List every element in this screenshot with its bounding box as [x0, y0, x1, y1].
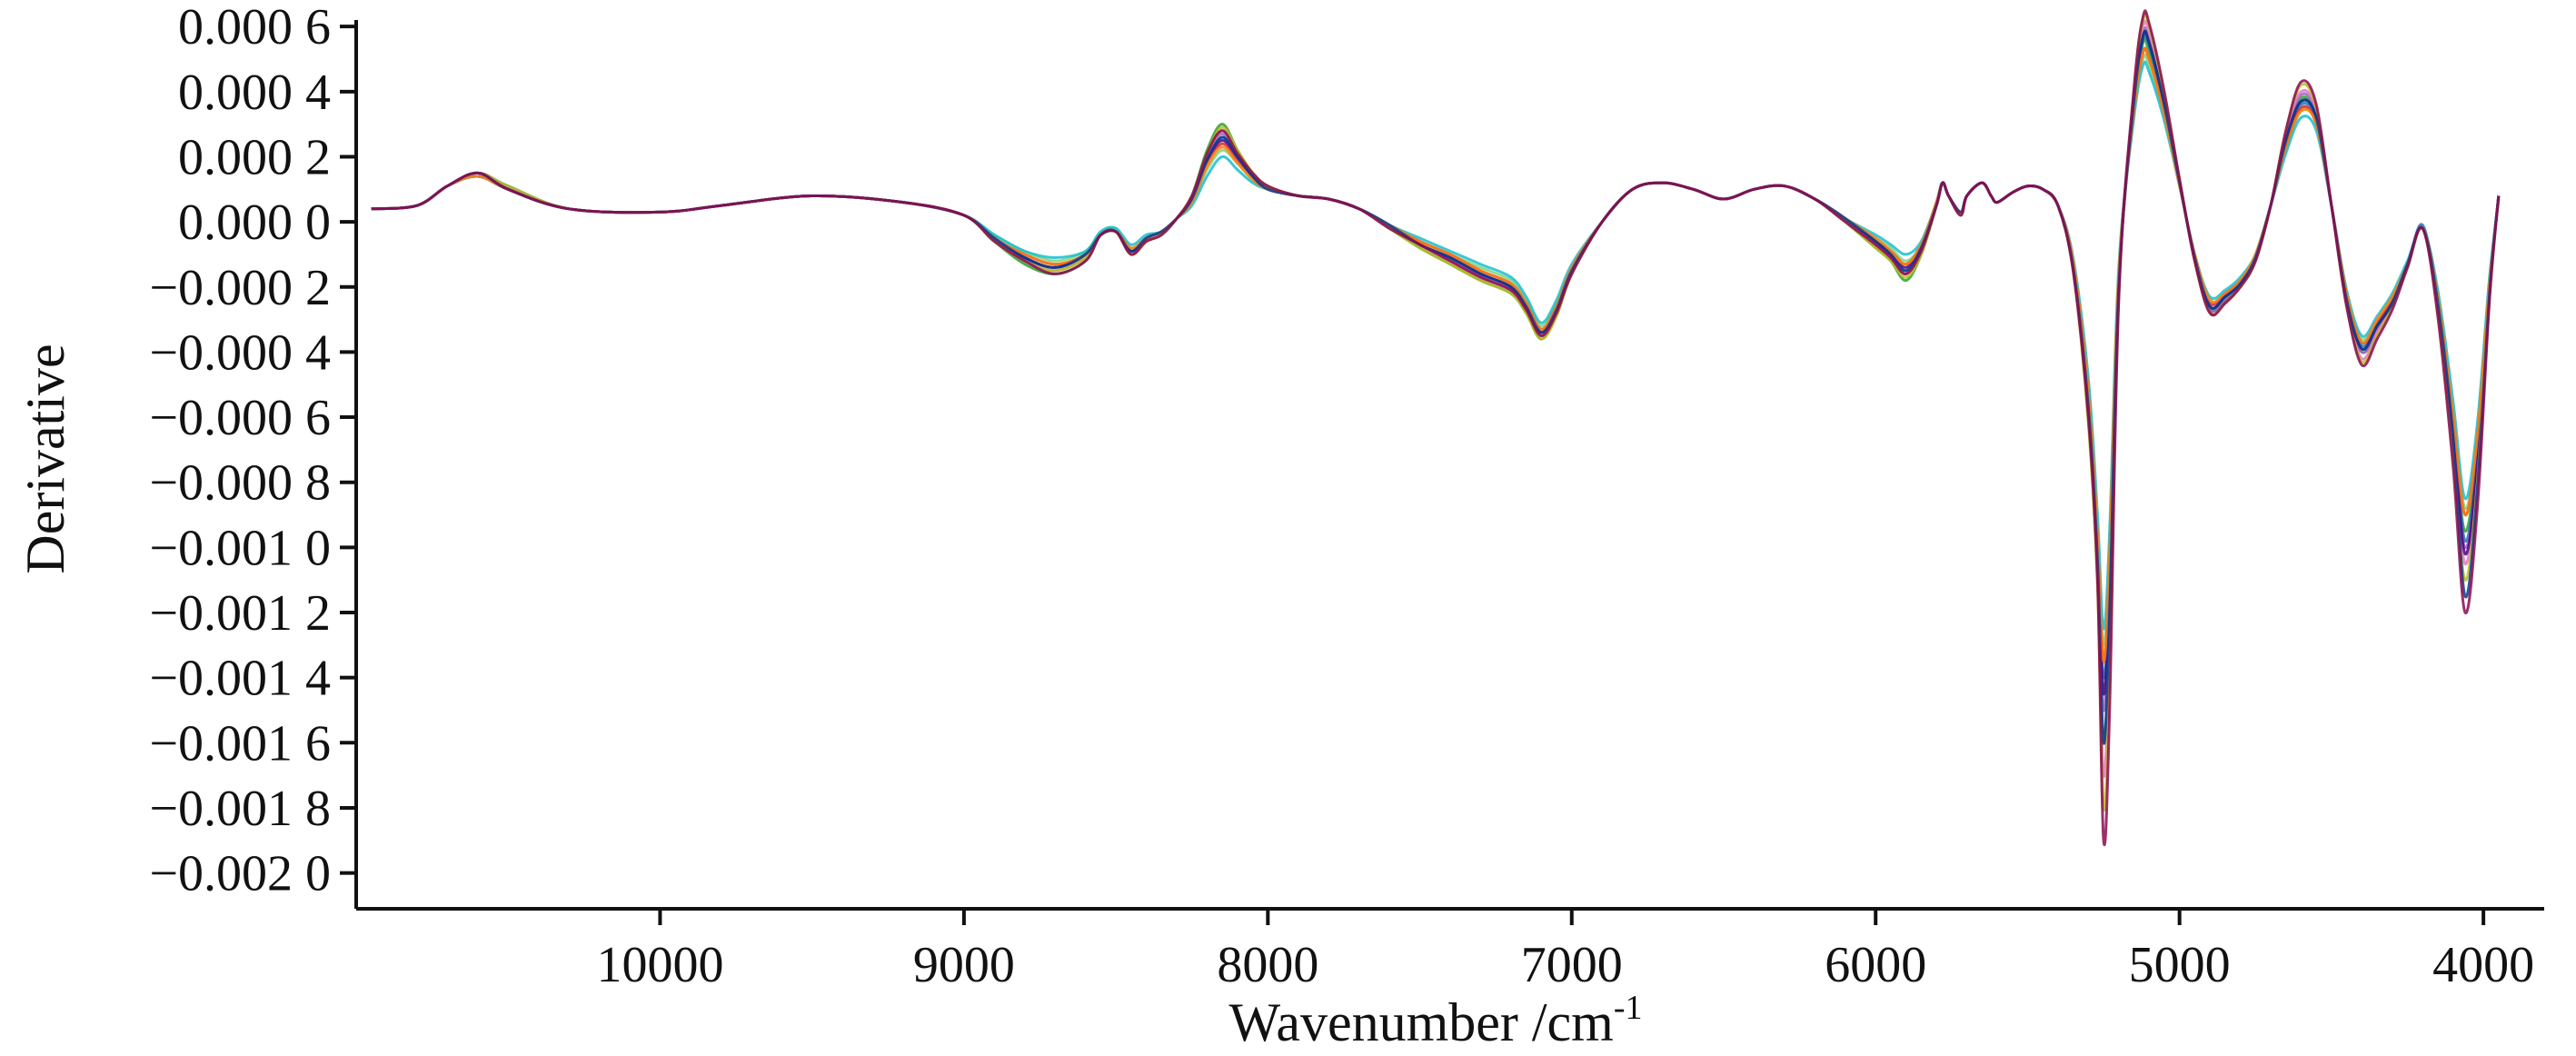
y-tick-label: −0.000 6: [149, 390, 331, 446]
spectrum-series-line: [371, 29, 2501, 696]
spectrum-series-line: [371, 53, 2501, 647]
x-tick-label: 7000: [1521, 937, 1623, 993]
spectrum-series-line: [371, 29, 2501, 745]
y-tick-label: 0.000 4: [178, 65, 331, 121]
spectrum-series-line: [371, 46, 2501, 663]
x-tick-label: 6000: [1825, 937, 1926, 993]
y-axis-label: Derivative: [15, 344, 75, 573]
x-axis-label-text: Wavenumber /cm: [1229, 992, 1614, 1051]
spectrum-series-line: [371, 46, 2501, 663]
spectrum-series-line: [371, 37, 2501, 744]
spectrum-series-line: [371, 19, 2501, 778]
spectrum-series-line: [371, 60, 2501, 631]
y-tick-label: 0.000 0: [178, 194, 331, 251]
y-tick-label: −0.000 4: [149, 324, 331, 381]
x-tick-label: 4000: [2432, 937, 2534, 993]
y-tick-label: −0.002 0: [149, 846, 331, 902]
y-tick-label: −0.001 4: [149, 651, 331, 707]
x-tick-label: 10000: [596, 937, 723, 993]
y-tick-label: −0.001 2: [149, 585, 331, 642]
spectrum-series-line: [371, 33, 2501, 680]
spectrum-series-line: [371, 9, 2501, 847]
y-tick-label: −0.000 8: [149, 455, 331, 512]
series-layer: [371, 9, 2501, 847]
x-axis-label: Wavenumber /cm-1: [1229, 989, 1643, 1051]
y-tick-label: 0.000 2: [178, 129, 331, 185]
x-tick-label: 5000: [2129, 937, 2231, 993]
x-tick-label: 9000: [913, 937, 1015, 993]
spectrum-series-line: [371, 12, 2501, 812]
x-axis-label-superscript: -1: [1614, 989, 1643, 1027]
x-tick-label: 8000: [1217, 937, 1318, 993]
y-ticks: 0.000 6 0.000 4 0.000 2 0.000 0 −0.000 2 −0.0…: [149, 0, 356, 902]
y-tick-label: −0.001 6: [149, 715, 331, 772]
y-tick-label: −0.001 0: [149, 520, 331, 576]
spectrum-series-line: [371, 26, 2501, 712]
x-ticks: 10000 9000 8000 7000 6000 5000 4000: [596, 909, 2534, 993]
y-tick-label: 0.000 6: [178, 0, 331, 55]
y-tick-label: −0.000 2: [149, 260, 331, 316]
y-tick-label: −0.001 8: [149, 781, 331, 837]
